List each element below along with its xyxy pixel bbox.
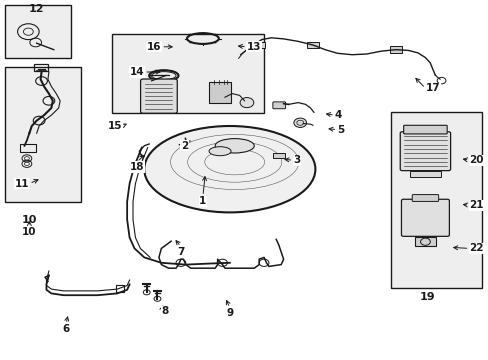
- Text: 14: 14: [129, 67, 144, 77]
- FancyBboxPatch shape: [389, 46, 402, 53]
- Text: 18: 18: [129, 162, 144, 172]
- Circle shape: [240, 98, 253, 108]
- FancyBboxPatch shape: [399, 132, 450, 171]
- FancyBboxPatch shape: [390, 112, 481, 288]
- Text: 7: 7: [177, 247, 184, 257]
- Text: 11: 11: [15, 179, 29, 189]
- Text: 5: 5: [337, 125, 344, 135]
- Text: 12: 12: [29, 4, 44, 14]
- FancyBboxPatch shape: [273, 153, 285, 158]
- FancyBboxPatch shape: [5, 67, 81, 202]
- Text: 20: 20: [468, 155, 483, 165]
- FancyBboxPatch shape: [141, 79, 177, 113]
- Text: 1: 1: [199, 196, 206, 206]
- Text: 13: 13: [246, 42, 261, 52]
- Text: 2: 2: [181, 141, 188, 151]
- FancyBboxPatch shape: [5, 5, 71, 58]
- Ellipse shape: [144, 126, 315, 212]
- Text: 10: 10: [22, 227, 37, 237]
- Text: 22: 22: [468, 243, 483, 253]
- Ellipse shape: [208, 147, 230, 156]
- Text: 17: 17: [425, 83, 439, 93]
- Circle shape: [293, 118, 306, 127]
- FancyBboxPatch shape: [401, 199, 448, 236]
- Text: 6: 6: [62, 324, 69, 334]
- FancyBboxPatch shape: [209, 82, 230, 103]
- FancyBboxPatch shape: [414, 237, 435, 246]
- Text: 15: 15: [107, 121, 122, 131]
- FancyBboxPatch shape: [403, 125, 446, 134]
- Text: 8: 8: [161, 306, 168, 316]
- FancyBboxPatch shape: [112, 34, 264, 113]
- Text: 21: 21: [468, 200, 483, 210]
- Text: 19: 19: [419, 292, 435, 302]
- Text: 9: 9: [226, 308, 233, 318]
- Text: 4: 4: [334, 110, 342, 120]
- Text: 10: 10: [21, 215, 37, 225]
- Text: 3: 3: [293, 155, 300, 165]
- FancyBboxPatch shape: [409, 171, 440, 177]
- FancyBboxPatch shape: [251, 42, 264, 48]
- Text: 16: 16: [146, 42, 161, 52]
- FancyBboxPatch shape: [306, 42, 319, 48]
- Ellipse shape: [215, 139, 254, 153]
- FancyBboxPatch shape: [272, 102, 285, 109]
- FancyBboxPatch shape: [411, 194, 438, 201]
